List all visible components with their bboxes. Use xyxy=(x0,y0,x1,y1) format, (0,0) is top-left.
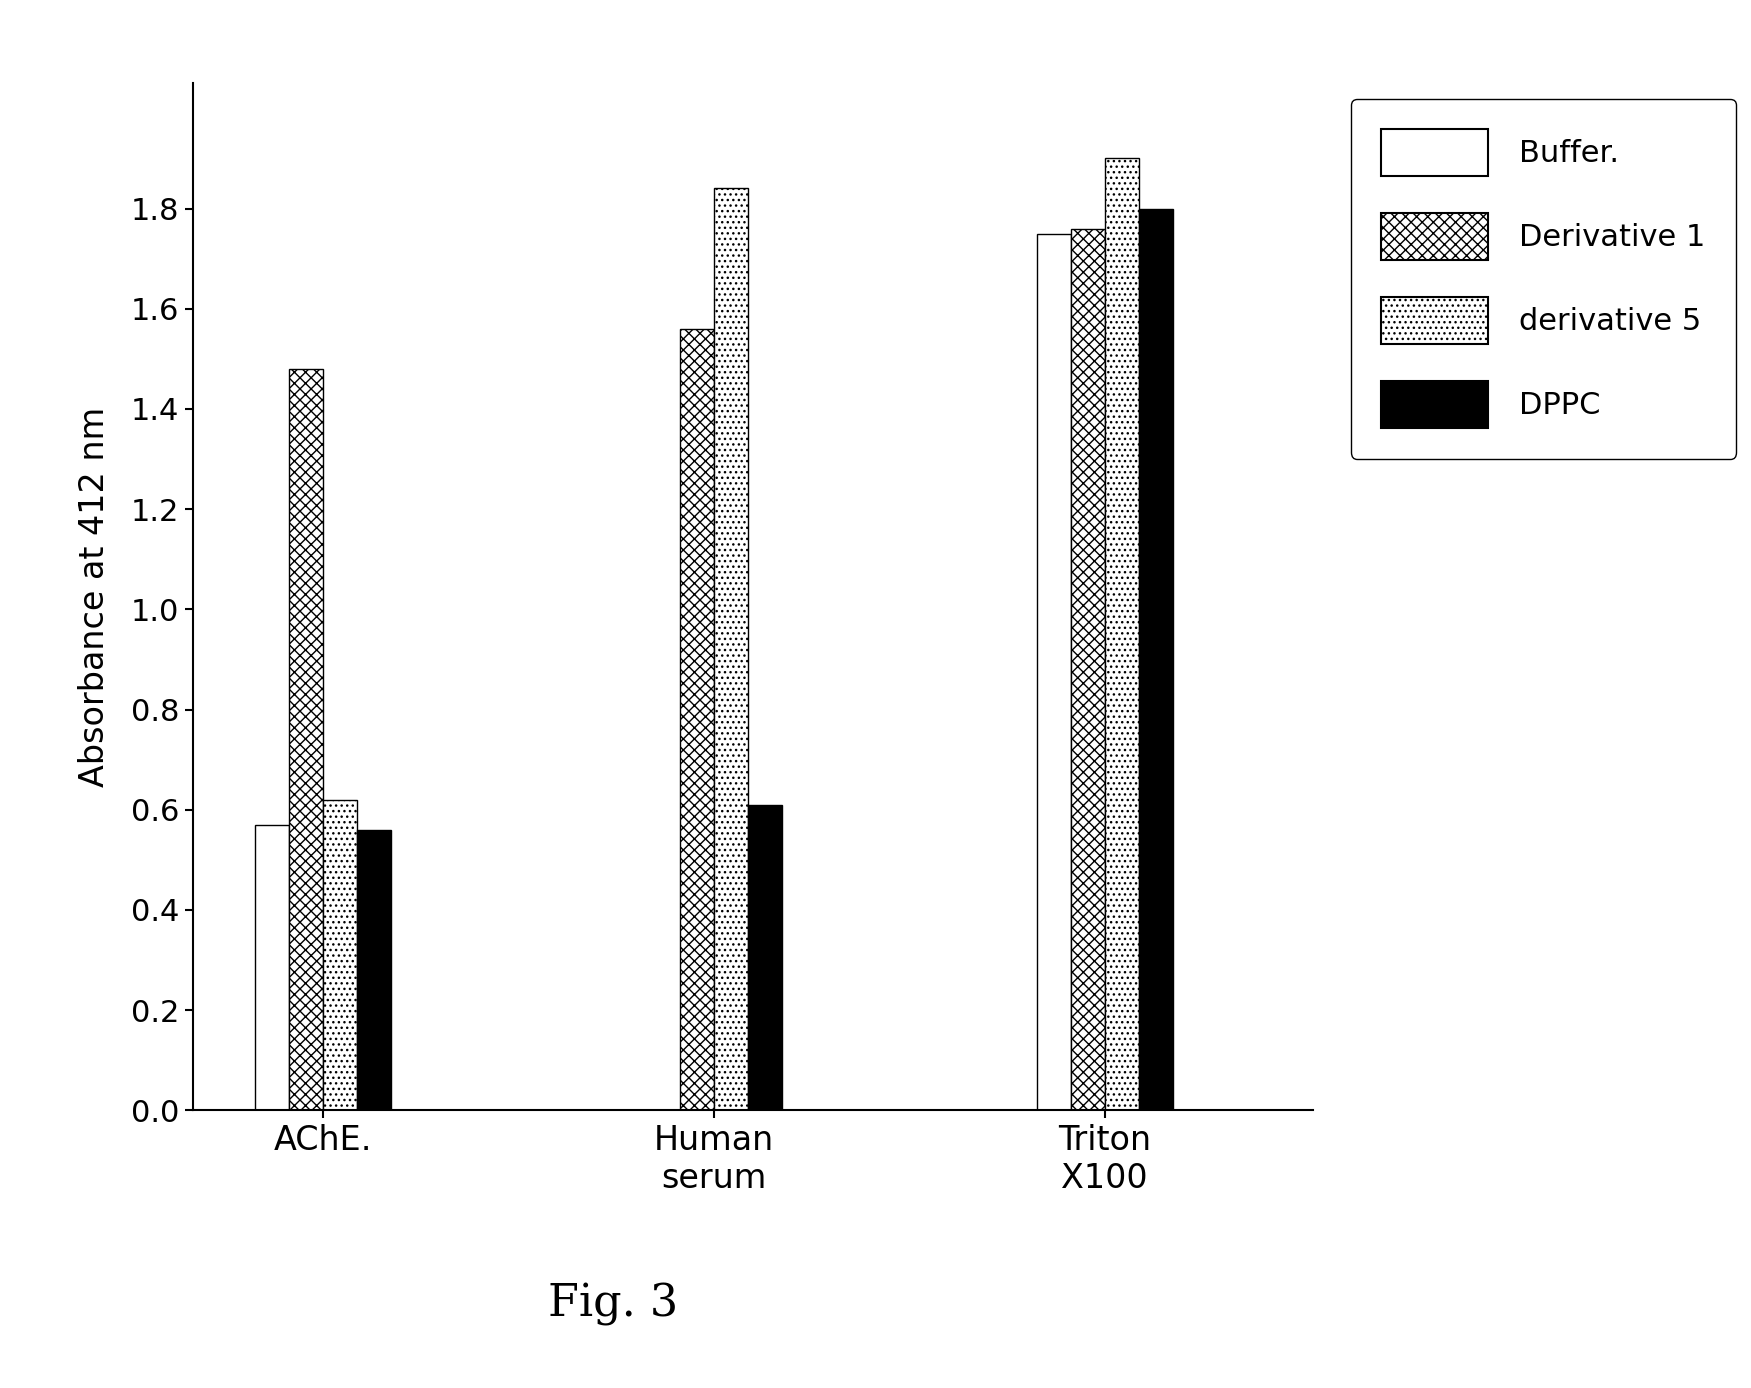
Bar xyxy=(322,799,357,1110)
Legend: Buffer., Derivative 1, derivative 5, DPPC: Buffer., Derivative 1, derivative 5, DPP… xyxy=(1352,99,1735,458)
Bar xyxy=(1072,229,1105,1110)
Bar xyxy=(1138,208,1173,1110)
Bar xyxy=(714,189,748,1110)
Bar xyxy=(1037,233,1072,1110)
Bar xyxy=(679,329,714,1110)
Text: Fig. 3: Fig. 3 xyxy=(548,1283,678,1327)
Bar xyxy=(1105,158,1138,1110)
Bar xyxy=(256,824,289,1110)
Bar xyxy=(289,369,322,1110)
Bar xyxy=(748,805,781,1110)
Y-axis label: Absorbance at 412 nm: Absorbance at 412 nm xyxy=(79,407,112,787)
Bar xyxy=(357,830,390,1110)
